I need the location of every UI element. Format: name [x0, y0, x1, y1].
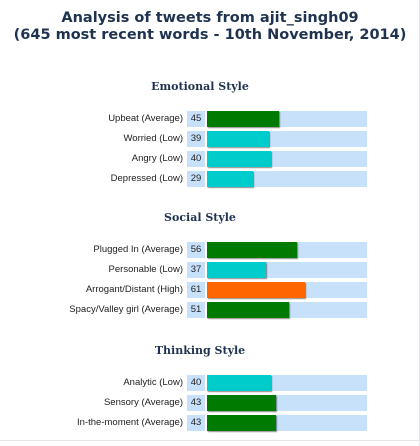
bar-track: [207, 111, 367, 127]
bar-fill-depressed-low: [207, 171, 253, 187]
bar-fill-analytic-low: [207, 375, 271, 391]
section-title-thinking-style: Thinking Style: [154, 344, 246, 357]
bar-row-analytic-low: Analytic (Low) 40: [0, 373, 420, 393]
bar-value: 40: [187, 375, 205, 391]
bar-track: [207, 395, 367, 411]
bar-track: [207, 131, 367, 147]
bottom-divider: [0, 440, 420, 441]
bar-label: Plugged In (Average): [93, 244, 183, 255]
bar-label: Angry (Low): [131, 153, 183, 164]
bar-fill-spacy-valley-girl-average: [207, 302, 289, 318]
title-line-2: (645 most recent words - 10th November, …: [13, 27, 407, 43]
bar-fill-sensory-average: [207, 395, 276, 411]
bar-row-plugged-in-average: Plugged In (Average) 56: [0, 240, 420, 260]
bar-fill-personable-low: [207, 262, 266, 278]
bar-label: Depressed (Low): [110, 173, 183, 184]
title-line-1: Analysis of tweets from ajit_singh09: [61, 10, 359, 26]
bar-track: [207, 415, 367, 431]
bar-value: 45: [187, 111, 205, 127]
section-title-emotional-style: Emotional Style: [151, 80, 249, 93]
bar-label: Spacy/Valley girl (Average): [69, 304, 183, 315]
bar-value: 37: [187, 262, 205, 278]
bar-value: 29: [187, 171, 205, 187]
bar-track: [207, 151, 367, 167]
bar-fill-angry-low: [207, 151, 271, 167]
bar-value: 43: [187, 395, 205, 411]
section-title-social-style: Social Style: [164, 211, 236, 224]
bar-value: 56: [187, 242, 205, 258]
bar-label: Arrogant/Distant (High): [85, 284, 183, 295]
bar-track: [207, 302, 367, 318]
bar-label: Upbeat (Average): [108, 113, 183, 124]
bar-value: 39: [187, 131, 205, 147]
bar-fill-in-the-moment-average: [207, 415, 276, 431]
bar-track: [207, 242, 367, 258]
bar-track: [207, 282, 367, 298]
bar-fill-upbeat-average: [207, 111, 279, 127]
bar-track: [207, 262, 367, 278]
bar-fill-plugged-in-average: [207, 242, 297, 258]
bar-row-angry-low: Angry (Low) 40: [0, 149, 420, 169]
bar-row-worried-low: Worried (Low) 39: [0, 129, 420, 149]
bar-row-in-the-moment-average: In-the-moment (Average) 43: [0, 413, 420, 433]
bar-row-personable-low: Personable (Low) 37: [0, 260, 420, 280]
bar-row-spacy-valley-girl-average: Spacy/Valley girl (Average) 51: [0, 300, 420, 320]
bar-label: Analytic (Low): [123, 377, 183, 388]
page-title: Analysis of tweets from ajit_singh09 (64…: [0, 10, 420, 44]
bar-row-upbeat-average: Upbeat (Average) 45: [0, 109, 420, 129]
bar-fill-worried-low: [207, 131, 269, 147]
bar-label: Worried (Low): [123, 133, 183, 144]
bar-row-depressed-low: Depressed (Low) 29: [0, 169, 420, 189]
bar-label: In-the-moment (Average): [77, 417, 183, 428]
bar-track: [207, 375, 367, 391]
bar-value: 43: [187, 415, 205, 431]
bar-value: 40: [187, 151, 205, 167]
bar-value: 61: [187, 282, 205, 298]
bar-fill-arrogant-distant-high: [207, 282, 305, 298]
bar-value: 51: [187, 302, 205, 318]
bar-label: Sensory (Average): [103, 397, 183, 408]
bar-row-sensory-average: Sensory (Average) 43: [0, 393, 420, 413]
bar-row-arrogant-distant-high: Arrogant/Distant (High) 61: [0, 280, 420, 300]
bar-label: Personable (Low): [108, 264, 183, 275]
bar-track: [207, 171, 367, 187]
